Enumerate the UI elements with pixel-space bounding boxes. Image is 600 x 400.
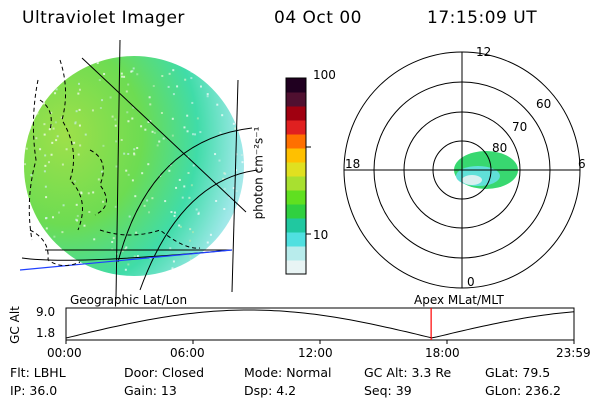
info-gain: Gain: 13 bbox=[124, 383, 177, 398]
info-gc-alt: GC Alt: 3.3 Re bbox=[364, 365, 452, 380]
xtick-0600: 06:00 bbox=[170, 346, 205, 360]
color-scale-bar bbox=[285, 77, 311, 275]
colorbar-segment bbox=[286, 162, 306, 177]
mlat-label-80: 80 bbox=[492, 141, 508, 155]
observation-time: 17:15:09 UT bbox=[427, 8, 538, 28]
colorbar-segment bbox=[286, 218, 306, 233]
timeline-right-label: Apex MLat/MLT bbox=[414, 293, 504, 307]
colorbar-segment bbox=[286, 204, 306, 219]
xtick-1200: 12:00 bbox=[298, 346, 333, 360]
colorbar-segment bbox=[286, 260, 306, 275]
mlat-label-60: 60 bbox=[536, 97, 552, 111]
mlt-label-6: 6 bbox=[578, 157, 586, 171]
colorbar-segment bbox=[286, 92, 306, 107]
colorbar-segment bbox=[286, 148, 306, 163]
info-mode: Mode: Normal bbox=[244, 365, 332, 380]
info-ip: IP: 36.0 bbox=[10, 383, 58, 398]
observation-date: 04 Oct 00 bbox=[274, 8, 362, 28]
info-door: Door: Closed bbox=[124, 365, 205, 380]
polar-mlt-plot bbox=[343, 51, 581, 289]
colorbar-segment bbox=[286, 120, 306, 135]
timeline-ytick-high: 9.0 bbox=[36, 305, 56, 319]
xtick-0000: 00:00 bbox=[47, 346, 82, 360]
colorbar-segment bbox=[286, 246, 306, 261]
info-glon: GLon: 236.2 bbox=[485, 383, 561, 398]
instrument-title: Ultraviolet Imager bbox=[22, 8, 185, 28]
colorbar-segment bbox=[286, 134, 306, 149]
xtick-1800: 18:00 bbox=[425, 346, 460, 360]
colorbar-units-label: photon cm⁻²s⁻¹ bbox=[251, 126, 266, 220]
timeline-plot[interactable] bbox=[60, 306, 580, 348]
altitude-curve bbox=[65, 309, 575, 339]
colorbar-segment bbox=[286, 176, 306, 191]
timeline-axis-title: GC Alt bbox=[7, 306, 22, 344]
mlat-label-70: 70 bbox=[512, 120, 528, 134]
colorbar-segment bbox=[286, 232, 306, 247]
timeline-left-label: Geographic Lat/Lon bbox=[70, 293, 188, 307]
timeline-ytick-low: 1.8 bbox=[36, 326, 56, 340]
colorbar-segment bbox=[286, 106, 306, 121]
mlt-label-12: 12 bbox=[476, 45, 492, 59]
xtick-2359: 23:59 bbox=[556, 346, 591, 360]
info-seq: Seq: 39 bbox=[364, 383, 412, 398]
mlt-label-0: 0 bbox=[467, 275, 475, 289]
info-filter: Flt: LBHL bbox=[10, 365, 66, 380]
terminator-line bbox=[19, 249, 233, 271]
timeline-frame bbox=[65, 307, 575, 341]
coastlines bbox=[28, 59, 201, 266]
mlt-label-18: 18 bbox=[345, 157, 361, 171]
info-glat: GLat: 79.5 bbox=[485, 365, 551, 380]
timeline-ticks bbox=[65, 340, 575, 344]
geographic-grid bbox=[21, 39, 259, 299]
colorbar-segment bbox=[286, 78, 306, 93]
colorbar-tick-label-100: 100 bbox=[313, 68, 336, 82]
colorbar-segment bbox=[286, 190, 306, 205]
info-dsp: Dsp: 4.2 bbox=[244, 383, 297, 398]
geographic-image-panel bbox=[19, 39, 259, 299]
colorbar-tick-label-10: 10 bbox=[313, 228, 329, 242]
auroral-image-disk bbox=[24, 56, 244, 276]
